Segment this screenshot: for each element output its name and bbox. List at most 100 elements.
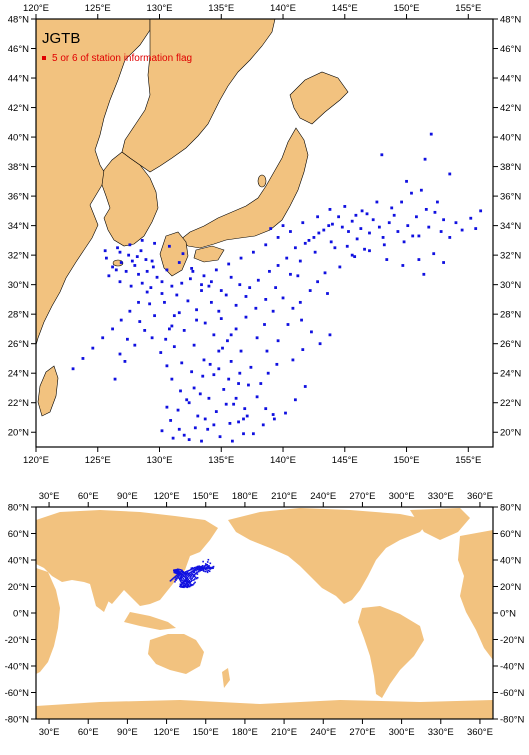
station-marker bbox=[281, 296, 285, 300]
global-station-marker bbox=[206, 563, 209, 566]
shikoku bbox=[193, 245, 225, 263]
station-marker bbox=[172, 314, 176, 318]
station-marker bbox=[137, 272, 140, 276]
station-marker bbox=[390, 206, 394, 210]
station-marker bbox=[113, 377, 117, 381]
station-marker bbox=[103, 249, 107, 253]
global-station-marker bbox=[197, 569, 199, 571]
global-station-marker bbox=[197, 570, 200, 573]
station-marker bbox=[229, 275, 233, 279]
station-marker bbox=[286, 323, 290, 326]
global-lat-ticks-right: -80°N -60°N -40°N -20°N 0°N 20°N 40°N 60°N 80°N bbox=[493, 503, 525, 726]
regional-lon-tick-label-bottom: 155°E bbox=[455, 455, 481, 466]
global-station-marker bbox=[207, 558, 210, 561]
station-marker bbox=[300, 318, 303, 322]
global-lon-tick-label-top: 210°E bbox=[271, 491, 297, 502]
station-marker bbox=[405, 179, 408, 183]
station-marker bbox=[410, 191, 413, 195]
station-marker bbox=[118, 280, 122, 284]
station-marker bbox=[371, 218, 375, 222]
global-station-marker bbox=[179, 585, 181, 588]
global-station-marker bbox=[186, 570, 188, 573]
global-station-marker bbox=[180, 584, 182, 587]
station-marker bbox=[119, 261, 123, 264]
global-station-marker bbox=[186, 574, 189, 576]
global-station-marker bbox=[183, 571, 186, 574]
global-station-marker bbox=[208, 567, 211, 570]
global-lon-tick-label-top: 90°E bbox=[117, 491, 138, 502]
global-station-marker bbox=[205, 566, 208, 568]
global-station-marker bbox=[193, 578, 196, 580]
station-marker bbox=[316, 215, 320, 219]
global-station-marker bbox=[190, 578, 192, 581]
station-marker bbox=[133, 264, 137, 267]
europe-africa-east bbox=[458, 530, 493, 660]
station-marker bbox=[265, 349, 269, 353]
global-station-marker bbox=[182, 575, 185, 578]
regional-lat-tick-label-left: 26°N bbox=[8, 339, 29, 350]
station-marker bbox=[177, 427, 181, 431]
station-marker bbox=[406, 224, 410, 228]
regional-land bbox=[36, 19, 349, 417]
station-marker bbox=[269, 227, 273, 230]
station-marker bbox=[317, 231, 321, 235]
global-lat-tick-label-left: -20°N bbox=[5, 635, 30, 646]
global-station-marker bbox=[182, 577, 185, 580]
regional-lat-tick-label-left: 38°N bbox=[8, 162, 29, 173]
global-station-marker bbox=[175, 570, 178, 572]
global-station-marker bbox=[184, 583, 187, 586]
station-marker bbox=[469, 216, 473, 220]
global-station-marker bbox=[194, 568, 197, 571]
global-lat-tick-label-left: -80°N bbox=[5, 715, 30, 726]
south-america bbox=[358, 606, 424, 698]
station-marker bbox=[350, 253, 354, 257]
station-marker bbox=[234, 303, 238, 307]
global-station-marker bbox=[180, 578, 182, 580]
station-marker bbox=[289, 230, 292, 233]
regional-lat-tick-label-right: 26°N bbox=[500, 339, 521, 350]
global-lon-tick-label-top: 300°E bbox=[389, 491, 415, 502]
global-lat-tick-label-right: -20°N bbox=[500, 635, 525, 646]
global-lat-tick-label-left: -60°N bbox=[5, 688, 30, 699]
station-marker bbox=[363, 247, 366, 251]
station-marker bbox=[135, 255, 139, 259]
regional-lat-tick-label-left: 20°N bbox=[8, 428, 29, 439]
global-station-marker bbox=[187, 572, 189, 575]
station-marker bbox=[119, 318, 123, 322]
global-station-marker bbox=[178, 575, 180, 577]
station-marker bbox=[333, 246, 337, 250]
global-station-marker bbox=[186, 571, 189, 574]
station-marker bbox=[187, 438, 191, 442]
global-lat-tick-label-right: -40°N bbox=[500, 662, 525, 673]
global-station-marker bbox=[187, 575, 190, 577]
global-station-marker bbox=[187, 578, 190, 581]
station-marker bbox=[192, 386, 196, 390]
global-station-marker bbox=[180, 585, 183, 588]
global-station-marker bbox=[198, 565, 201, 568]
station-marker bbox=[186, 299, 190, 303]
station-marker bbox=[165, 268, 169, 272]
station-marker bbox=[212, 423, 216, 427]
station-marker bbox=[276, 264, 280, 267]
global-station-marker bbox=[196, 567, 199, 569]
station-marker bbox=[140, 281, 144, 285]
global-station-marker bbox=[195, 577, 198, 580]
regional-lat-tick-label-left: 24°N bbox=[8, 369, 29, 380]
regional-lat-tick-label-left: 46°N bbox=[8, 44, 29, 55]
station-marker bbox=[128, 309, 132, 313]
station-marker bbox=[365, 212, 369, 216]
station-marker bbox=[381, 236, 385, 239]
station-marker bbox=[187, 401, 191, 405]
station-marker bbox=[150, 259, 154, 263]
station-marker bbox=[171, 436, 175, 440]
global-station-marker bbox=[169, 580, 172, 582]
station-marker bbox=[275, 362, 279, 366]
global-station-marker bbox=[204, 563, 207, 565]
global-lon-tick-label-bottom: 330°E bbox=[428, 727, 454, 738]
global-station-marker bbox=[207, 565, 210, 568]
global-lon-tick-label-bottom: 120°E bbox=[154, 727, 180, 738]
station-marker bbox=[419, 188, 423, 192]
japan-small bbox=[160, 552, 174, 566]
station-marker bbox=[193, 426, 197, 430]
station-marker bbox=[217, 309, 221, 313]
